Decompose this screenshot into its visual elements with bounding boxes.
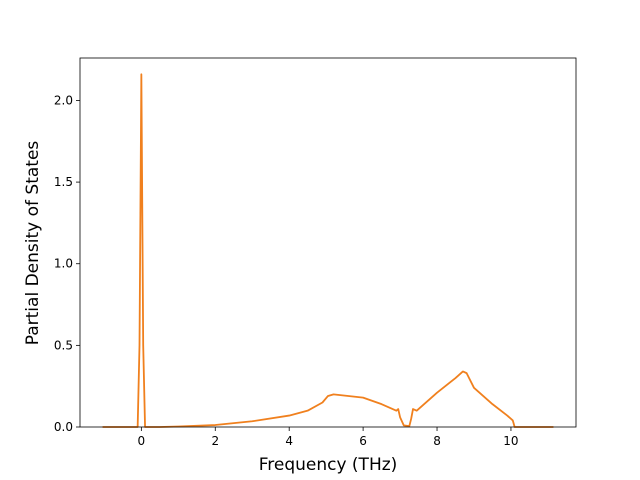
y-tick-label: 0.0 — [54, 420, 73, 434]
x-tick-label: 2 — [211, 434, 219, 448]
y-tick-label: 1.0 — [54, 257, 73, 271]
x-axis-label: Frequency (THz) — [259, 455, 398, 475]
x-tick-label: 6 — [359, 434, 367, 448]
y-tick-label: 1.5 — [54, 175, 73, 189]
y-tick-label: 0.5 — [54, 338, 73, 352]
y-tick-label: 2.0 — [54, 93, 73, 107]
x-tick-label: 8 — [433, 434, 441, 448]
plot-frame — [79, 57, 577, 428]
x-tick-label: 0 — [138, 434, 146, 448]
y-axis-label: Partial Density of States — [23, 141, 43, 346]
x-tick-label: 4 — [285, 434, 293, 448]
data-line — [102, 73, 554, 428]
x-tick-label: 10 — [503, 434, 518, 448]
